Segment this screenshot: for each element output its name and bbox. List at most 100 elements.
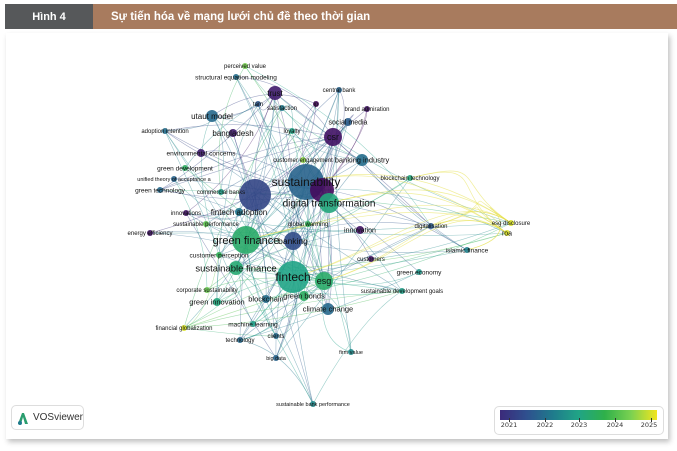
network-node[interactable]: [356, 154, 368, 166]
network-node[interactable]: [310, 401, 316, 407]
network-node[interactable]: [147, 230, 153, 236]
node-label: esg: [317, 276, 332, 286]
network-edge: [430, 200, 512, 227]
network-node[interactable]: [313, 101, 319, 107]
network-node[interactable]: [229, 261, 243, 275]
year-color-legend: 2021 2022 2023 2024 2025: [494, 406, 664, 435]
network-edge: [244, 65, 363, 161]
node-label: global warming: [288, 222, 328, 228]
node-label: bangladesh: [212, 129, 253, 138]
node-label: climate change: [303, 305, 353, 314]
network-edge: [159, 189, 512, 224]
network-node[interactable]: [182, 165, 188, 171]
network-edge: [183, 290, 403, 329]
network-node[interactable]: [204, 287, 210, 293]
node-label: commercial banks: [197, 190, 245, 196]
node-label: digital transformation: [283, 199, 376, 210]
network-node[interactable]: [268, 86, 282, 100]
network-node[interactable]: [232, 226, 260, 254]
network-node[interactable]: [508, 220, 514, 226]
network-node[interactable]: [213, 298, 221, 306]
network-edge: [292, 271, 420, 286]
network-node[interactable]: [315, 272, 333, 290]
node-label: blockchain: [248, 295, 283, 304]
network-node[interactable]: [242, 63, 248, 69]
network-edge: [292, 249, 468, 278]
network-node[interactable]: [344, 118, 352, 126]
node-label: green economy: [397, 269, 443, 276]
node-label: sustainable bank performance: [276, 402, 350, 408]
network-node[interactable]: [300, 157, 306, 163]
network-node[interactable]: [416, 269, 422, 275]
network-edge: [185, 212, 403, 292]
node-label: trust: [267, 89, 283, 98]
network-edge: [328, 189, 512, 224]
network-node[interactable]: [203, 221, 209, 227]
network-edge: [185, 212, 277, 359]
network-node[interactable]: [399, 288, 405, 294]
network-node[interactable]: [289, 128, 295, 134]
network-node[interactable]: [348, 349, 354, 355]
network-node[interactable]: [277, 261, 309, 293]
network-edge: [274, 92, 512, 224]
network-node[interactable]: [171, 176, 177, 182]
network-node[interactable]: [464, 247, 470, 253]
network-node[interactable]: [262, 295, 270, 303]
network-node[interactable]: [407, 175, 413, 181]
network-edge: [235, 267, 314, 405]
node-label: islamic finance: [446, 247, 489, 254]
network-node[interactable]: [250, 321, 256, 327]
network-node[interactable]: [504, 230, 510, 236]
figure-title: Sự tiến hóa về mạng lưới chủ đề theo thờ…: [93, 4, 677, 29]
network-node[interactable]: [197, 149, 205, 157]
network-node[interactable]: [273, 355, 279, 361]
node-label: corporate sustainability: [176, 288, 237, 294]
network-node[interactable]: [218, 189, 224, 195]
node-label: structural equation modeling: [195, 74, 277, 81]
network-edge: [335, 89, 352, 353]
node-label: environmental concerns: [166, 150, 236, 157]
node-label: fintech: [275, 270, 310, 284]
network-edge: [173, 178, 247, 241]
network-node[interactable]: [356, 226, 364, 234]
network-node[interactable]: [235, 208, 243, 216]
network-edge: [183, 103, 317, 329]
network-node[interactable]: [299, 291, 309, 301]
network-node[interactable]: [157, 187, 163, 193]
network-node[interactable]: [183, 210, 189, 216]
network-node[interactable]: [206, 110, 218, 122]
network-node[interactable]: [368, 256, 374, 262]
network-edge: [183, 327, 277, 337]
network-node[interactable]: [319, 193, 339, 213]
network-edge: [291, 130, 325, 282]
network-edge: [328, 192, 508, 234]
network-node[interactable]: [284, 232, 302, 250]
network-node[interactable]: [364, 106, 370, 112]
network-node[interactable]: [216, 252, 222, 258]
network-node[interactable]: [279, 105, 285, 111]
network-node[interactable]: [305, 221, 311, 227]
network-node[interactable]: [229, 129, 237, 137]
network-node[interactable]: [322, 303, 334, 315]
node-label: blockchain technology: [380, 176, 439, 182]
network-node[interactable]: [233, 74, 239, 80]
network-edge: [245, 107, 283, 241]
network-node[interactable]: [255, 101, 261, 107]
network-node[interactable]: [237, 337, 243, 343]
network-node[interactable]: [239, 179, 271, 211]
network-node[interactable]: [162, 128, 168, 134]
network-edge: [275, 223, 309, 359]
network-node[interactable]: [324, 128, 342, 146]
node-label: banking: [278, 236, 308, 246]
network-node[interactable]: [428, 223, 434, 229]
network-edge: [216, 211, 240, 303]
network-node[interactable]: [273, 333, 279, 339]
network-edge: [370, 222, 512, 260]
network-node[interactable]: [336, 87, 342, 93]
network-node[interactable]: [181, 325, 187, 331]
node-label: perceived value: [224, 64, 267, 70]
network-edge: [183, 254, 220, 329]
network-edge: [239, 339, 314, 405]
network-edge: [211, 115, 267, 300]
